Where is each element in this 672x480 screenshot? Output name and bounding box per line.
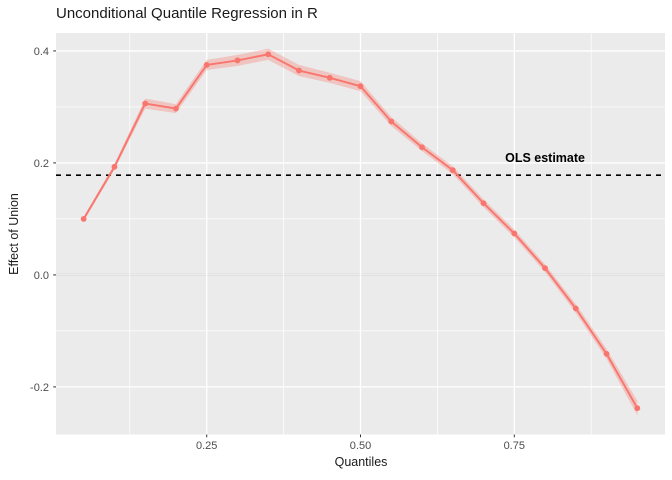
data-point (634, 405, 641, 412)
y-tick-label: -0.2 (30, 382, 49, 394)
y-axis-title: Effect of Union (7, 193, 21, 275)
data-point (449, 167, 456, 174)
data-point (265, 51, 272, 58)
y-tick-label: 0.2 (34, 158, 49, 170)
data-point (388, 118, 395, 125)
data-point (603, 350, 610, 357)
x-tick-label: 0.75 (504, 440, 525, 452)
chart-title: Unconditional Quantile Regression in R (56, 5, 318, 22)
data-point (173, 105, 179, 112)
data-point (326, 74, 333, 81)
x-tick-label: 0.25 (196, 440, 217, 452)
x-tick-label: 0.50 (350, 440, 371, 452)
data-point (419, 144, 425, 151)
data-point (80, 216, 87, 222)
data-point (111, 163, 118, 170)
data-point (203, 62, 210, 68)
ols-estimate-label: OLS estimate (505, 151, 585, 165)
data-point (511, 230, 518, 237)
data-point (542, 265, 548, 272)
y-tick-label: 0.4 (34, 46, 49, 58)
data-point (480, 200, 487, 207)
data-point (572, 305, 579, 312)
data-point (357, 83, 364, 90)
data-point (142, 100, 149, 107)
data-point (296, 67, 302, 74)
data-point (234, 57, 241, 64)
y-tick-label: 0.0 (34, 270, 49, 282)
x-axis-title: Quantiles (334, 455, 388, 469)
